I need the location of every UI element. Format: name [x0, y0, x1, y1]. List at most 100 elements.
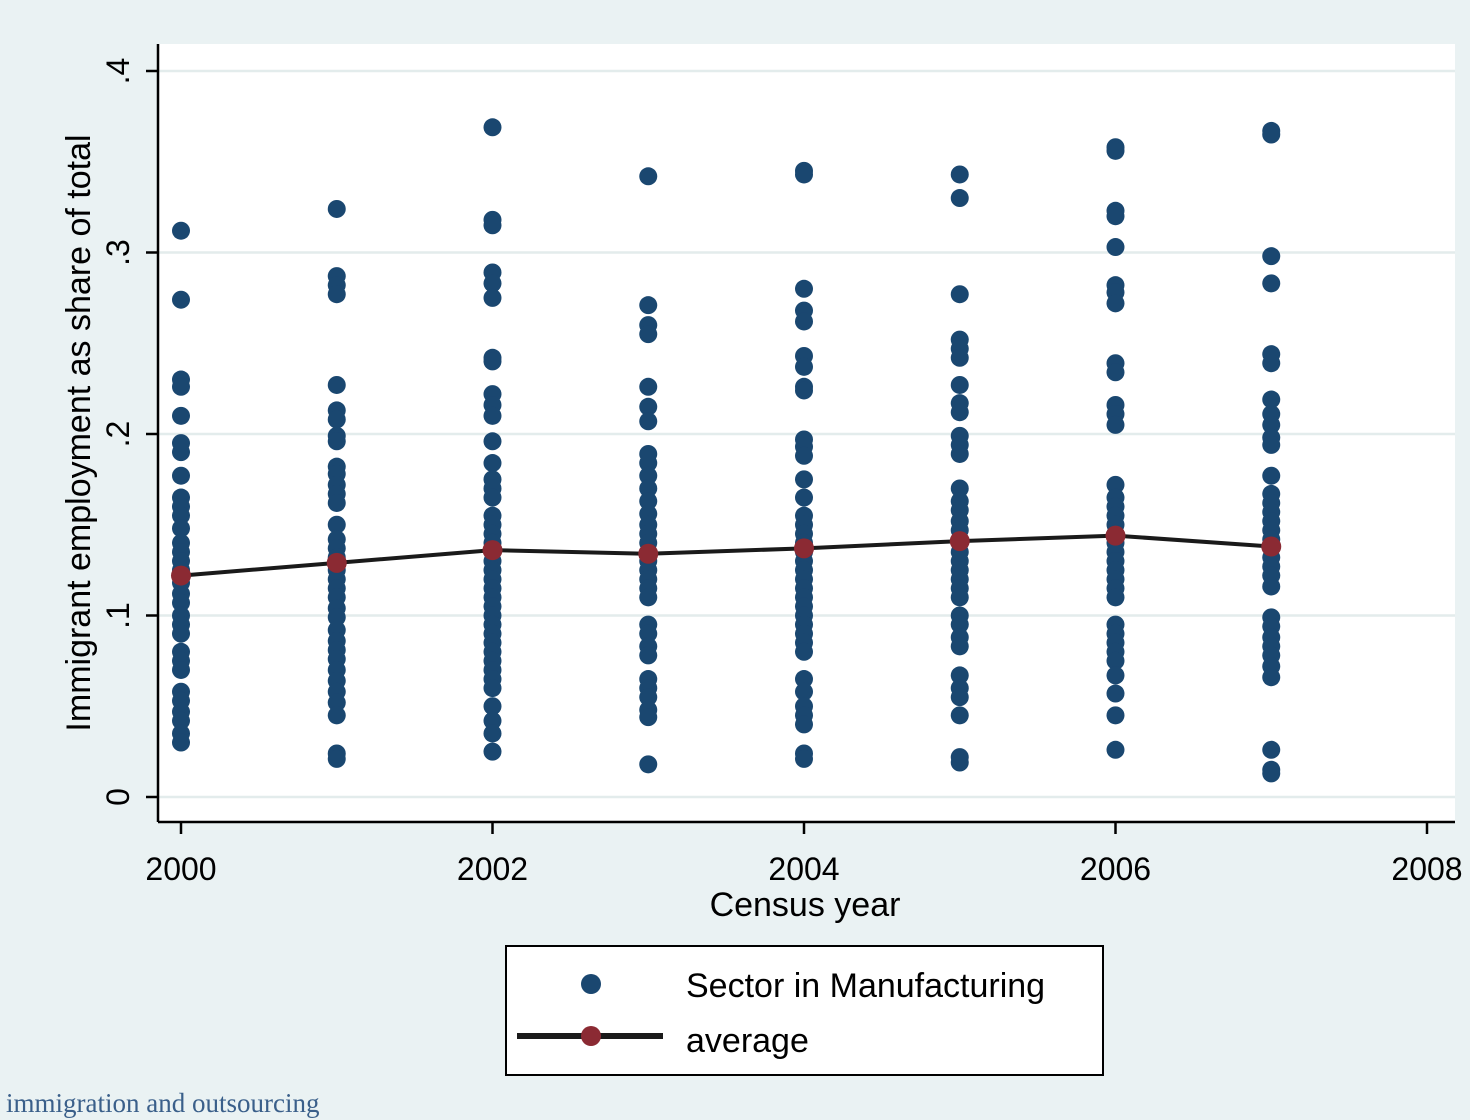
legend-average-marker: [581, 1026, 601, 1046]
scatter-point: [172, 733, 190, 752]
x-tick-label: 2002: [457, 851, 528, 887]
scatter-point: [795, 642, 813, 661]
scatter-point: [1106, 706, 1125, 725]
scatter-point: [639, 377, 658, 396]
scatter-point: [950, 348, 969, 367]
scatter-point: [639, 708, 658, 727]
average-line: [180, 533, 1272, 578]
average-marker: [638, 543, 659, 564]
scatter-point: [483, 488, 502, 507]
scatter-point: [327, 375, 346, 394]
scatter-point: [327, 199, 346, 218]
scatter-point: [1106, 588, 1125, 607]
scatter-point: [639, 688, 658, 707]
scatter-point: [1106, 363, 1125, 382]
scatter-point: [1106, 666, 1125, 685]
scatter-point: [1106, 238, 1125, 257]
scatter-point: [483, 288, 502, 307]
scatter-point: [795, 357, 813, 376]
footer-caption: immigration and outsourcing: [6, 1088, 320, 1118]
scatter-point: [172, 377, 190, 396]
scatter-point: [795, 670, 813, 689]
average-marker: [949, 531, 970, 552]
scatter-point: [795, 749, 813, 768]
y-ticks: 0 .1 .2 .3 .4: [100, 58, 158, 806]
scatter-point: [172, 406, 190, 425]
scatter-point: [172, 624, 190, 643]
scatter-point: [795, 312, 813, 331]
scatter-point: [795, 470, 813, 489]
scatter-point: [639, 646, 658, 665]
scatter-point: [1262, 577, 1281, 596]
scatter-point: [327, 608, 346, 627]
scatter-point: [1262, 668, 1281, 687]
legend-label-average: average: [686, 1022, 809, 1060]
scatter-point: [1106, 415, 1125, 434]
scatter-point: [950, 403, 969, 422]
scatter-point: [1262, 466, 1281, 485]
scatter-point: [172, 593, 190, 612]
average-marker: [326, 552, 347, 573]
average-marker: [482, 540, 503, 561]
scatter-point: [795, 381, 813, 400]
scatter-point: [950, 189, 969, 208]
scatter-point: [327, 432, 346, 451]
scatter-point: [950, 375, 969, 394]
y-tick-label: .1: [100, 602, 136, 629]
scatter-point: [1106, 475, 1125, 494]
scatter-point: [950, 637, 969, 656]
scatter-point: [1106, 651, 1125, 670]
scatter-point: [483, 724, 502, 743]
scatter-point: [1262, 764, 1281, 783]
average-marker: [794, 538, 814, 559]
average-series: [171, 525, 1282, 586]
scatter-point: [950, 479, 969, 498]
scatter-point: [172, 466, 190, 485]
scatter-point: [639, 492, 658, 511]
y-axis-label: Immigrant employment as share of total: [60, 134, 98, 731]
scatter-point: [1106, 294, 1125, 313]
scatter-point: [1106, 141, 1125, 160]
scatter-point: [172, 519, 190, 538]
scatter-point: [950, 753, 969, 772]
scatter-point: [483, 454, 502, 473]
scatter-point: [172, 443, 190, 462]
x-tick-label: 2000: [145, 851, 216, 887]
x-ticks: 2000 2002 2004 2006 2008: [145, 822, 1463, 887]
scatter-point: [1106, 684, 1125, 703]
scatter-point: [483, 406, 502, 425]
scatter-point: [172, 506, 190, 525]
y-tick-label: .3: [100, 239, 136, 266]
scatter-point: [1262, 354, 1281, 373]
scatter-point: [172, 221, 190, 240]
scatter-point: [795, 279, 813, 298]
scatter-point: [327, 515, 346, 534]
scatter-point: [1262, 740, 1281, 759]
scatter-point: [950, 588, 969, 607]
scatter-point: [483, 432, 502, 451]
x-tick-label: 2008: [1391, 851, 1462, 887]
x-axis-label: Census year: [710, 886, 901, 924]
x-tick-label: 2006: [1080, 851, 1151, 887]
scatter-point: [950, 285, 969, 304]
scatter-point: [172, 290, 190, 309]
legend: Sector in Manufacturing average: [505, 945, 1104, 1076]
scatter-point: [1106, 207, 1125, 226]
scatter-point: [795, 715, 813, 734]
scatter-point: [483, 216, 502, 235]
scatter-point: [795, 446, 813, 465]
scatter-point: [483, 711, 502, 730]
scatter-point: [1262, 125, 1281, 144]
y-tick-label: 0: [100, 788, 136, 806]
scatter-point: [327, 410, 346, 429]
scatter-point: [950, 688, 969, 707]
average-marker: [1105, 525, 1126, 546]
scatter-point: [795, 488, 813, 507]
scatter-point: [327, 285, 346, 304]
scatter-point: [172, 660, 190, 679]
scatter-point: [327, 493, 346, 512]
scatter-point: [327, 706, 346, 725]
scatter-point: [1262, 274, 1281, 293]
scatter-point: [483, 742, 502, 761]
